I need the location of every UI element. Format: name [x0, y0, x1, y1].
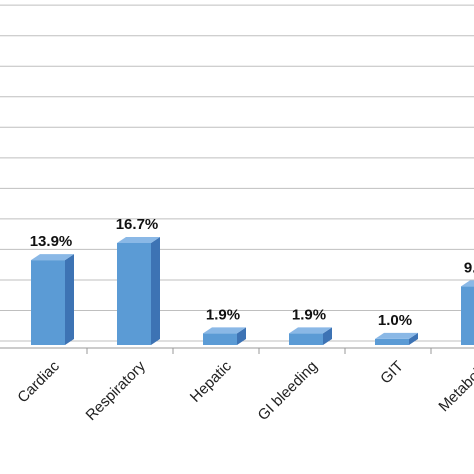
bar [203, 327, 246, 345]
x-tick-label: Respiratory [83, 357, 150, 424]
bar-top [461, 280, 474, 287]
x-tick-label: Cardiac [14, 357, 63, 406]
bar-front [289, 333, 323, 345]
bar-side [409, 332, 418, 345]
value-label: 16.7% [116, 216, 159, 233]
bar-front [375, 338, 409, 345]
bar-side [323, 327, 332, 345]
bar-front [31, 260, 65, 345]
bar [289, 327, 332, 345]
x-tick-label: GI bleeding [255, 358, 321, 424]
bar-top [117, 237, 160, 244]
x-tick-label: GIT [377, 358, 407, 388]
value-label: 13.9% [30, 233, 73, 250]
bar-front [203, 333, 237, 345]
value-label: 1.9% [292, 306, 326, 323]
bar [31, 254, 74, 345]
bar [117, 237, 160, 345]
bar [461, 280, 474, 345]
value-label: 9.6% [464, 259, 474, 276]
value-label: 1.0% [378, 312, 412, 329]
value-label: 1.9% [206, 306, 240, 323]
bar-top [375, 332, 418, 339]
x-tick-label: Hepatic [187, 357, 235, 405]
bar-side [65, 254, 74, 345]
bar-top [203, 327, 246, 334]
bar-side [237, 327, 246, 345]
x-tick-label: Metabolic [435, 357, 474, 415]
bar-front [117, 243, 151, 345]
bar [375, 332, 418, 345]
bar-top [289, 327, 332, 334]
bar-top [31, 254, 74, 261]
bar-front [461, 286, 474, 345]
bar-side [151, 237, 160, 345]
